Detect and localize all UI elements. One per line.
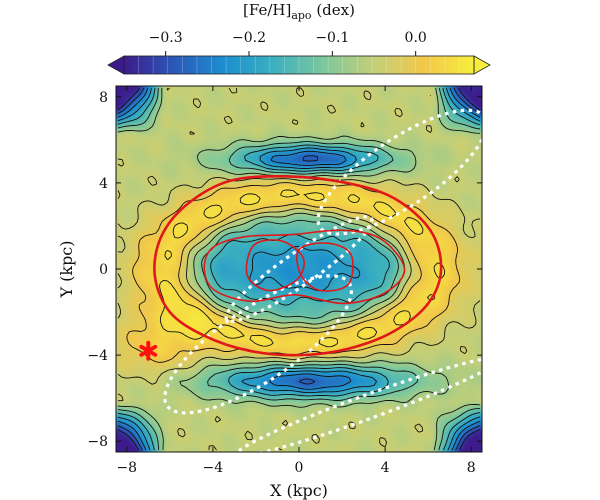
colorbar-extend-high xyxy=(473,55,491,75)
x-tick-label: −4 xyxy=(203,460,224,476)
white-dotted-line xyxy=(234,356,482,452)
contour-line xyxy=(117,87,481,451)
colorbar-tick-label: 0.0 xyxy=(405,30,427,46)
contour-line xyxy=(117,87,481,451)
contour-line xyxy=(117,87,481,451)
y-axis-label: Y (kpc) xyxy=(57,240,76,298)
colorbar-label-subscript: apo xyxy=(291,9,312,22)
red-contour xyxy=(153,174,443,357)
contour-line xyxy=(117,87,481,451)
colorbar-ticks: −0.3 −0.2 −0.1 0.0 xyxy=(149,30,427,56)
sun-marker-arm xyxy=(139,344,158,357)
colorbar-label: [Fe/H]apo (dex) xyxy=(243,1,355,22)
colorbar-segments xyxy=(138,56,460,74)
y-tick-label: −4 xyxy=(87,348,108,364)
contour-line xyxy=(117,87,481,451)
colorbar-frame xyxy=(123,55,475,75)
y-tick-label: 4 xyxy=(99,176,108,192)
colorbar-extend-low xyxy=(107,55,125,75)
colorbar-tick-label: −0.3 xyxy=(149,30,183,46)
y-tick-label: 8 xyxy=(99,90,108,106)
y-tick-label: −8 xyxy=(87,434,108,450)
contour-line xyxy=(159,189,446,348)
axis-ticks: −8 −4 0 4 8 −8 −4 0 4 8 xyxy=(87,86,482,476)
x-tick-label: 8 xyxy=(467,460,476,476)
colorbar-tick-label: −0.1 xyxy=(315,30,349,46)
x-tick-label: 0 xyxy=(295,460,304,476)
contour-line xyxy=(117,87,481,451)
white-dotted-line xyxy=(224,215,374,323)
x-tick-label: −8 xyxy=(116,460,137,476)
plot-area: −8 −4 0 4 8 −8 −4 0 4 8 xyxy=(87,85,483,476)
colorbar-tick-label: −0.2 xyxy=(232,30,266,46)
colorbar-bar xyxy=(124,56,474,74)
colorbar: [Fe/H]apo (dex) −0.3 −0.2 −0.1 0.0 xyxy=(107,1,491,75)
white-dotted-line xyxy=(316,108,482,236)
x-tick-label: 4 xyxy=(381,460,390,476)
sun-marker xyxy=(139,340,158,361)
black-contours xyxy=(117,87,481,451)
red-contour xyxy=(245,239,305,292)
contour-line xyxy=(126,182,461,363)
x-axis-label: X (kpc) xyxy=(270,481,328,500)
y-tick-label: 0 xyxy=(99,262,108,278)
red-contour xyxy=(296,242,354,292)
red-contours xyxy=(153,174,443,357)
red-contour xyxy=(203,229,406,305)
